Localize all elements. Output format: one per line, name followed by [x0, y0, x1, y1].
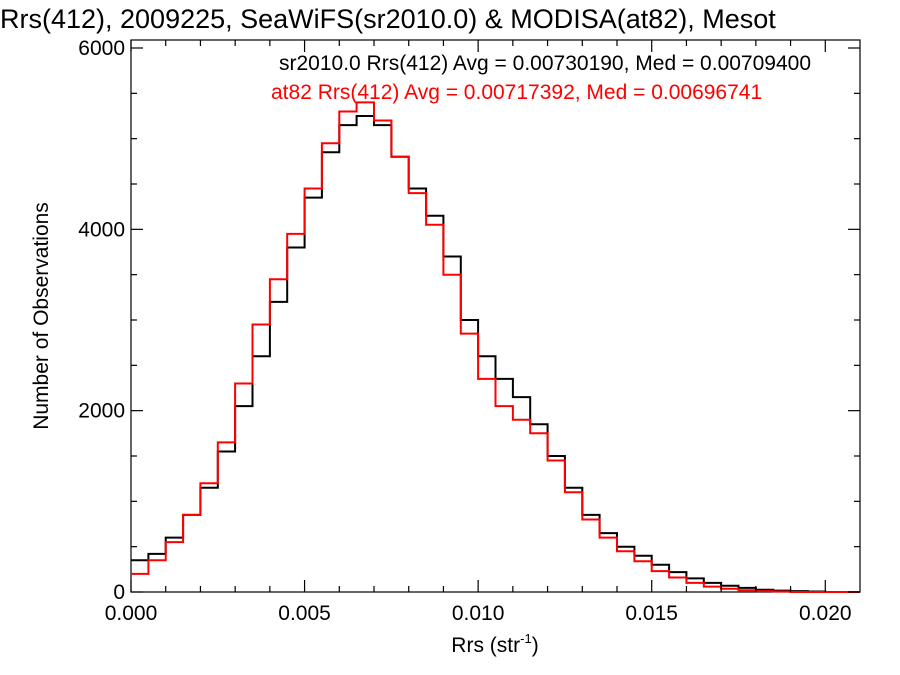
x-axis-label-main: Rrs (str	[451, 634, 520, 657]
x-tick-label-0: 0.000	[105, 602, 158, 625]
y-tick-label-2: 4000	[78, 218, 125, 241]
x-tick-label-3: 0.015	[625, 602, 678, 625]
legend-entry-1: at82 Rrs(412) Avg = 0.00717392, Med = 0.…	[271, 81, 762, 104]
series-layer	[131, 101, 860, 593]
x-tick-label-1: 0.005	[278, 602, 331, 625]
ticks-layer: 0.000 0.005 0.010 0.015 0.020 0 2000 4000 6000	[78, 37, 860, 625]
x-tick-label-4: 0.020	[799, 602, 852, 625]
plot-frame	[130, 39, 861, 593]
x-axis-label-sup: -1	[520, 631, 532, 646]
x-axis-label: Rrs (str-1)	[451, 631, 538, 657]
x-axis-label-close: )	[532, 634, 539, 657]
y-tick-label-1: 2000	[78, 400, 125, 423]
chart-title: Rrs(412), 2009225, SeaWiFS(sr2010.0) & M…	[0, 4, 776, 34]
y-axis-label: Number of Observations	[30, 202, 53, 430]
y-tick-label-3: 6000	[78, 37, 125, 60]
x-tick-label-2: 0.010	[452, 602, 505, 625]
legend-entry-0: sr2010.0 Rrs(412) Avg = 0.00730190, Med …	[279, 52, 811, 75]
y-tick-label-0: 0	[113, 581, 125, 604]
series-line-1	[131, 101, 860, 593]
